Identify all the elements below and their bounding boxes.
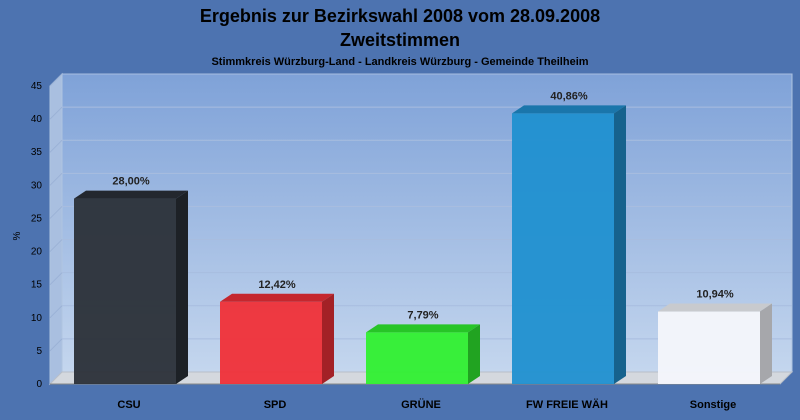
- bar-top-face: [220, 293, 334, 302]
- plot-side-wall: [49, 72, 63, 386]
- chart-title: Ergebnis zur Bezirkswahl 2008 vom 28.09.…: [200, 6, 600, 26]
- chart-subtitle: Zweitstimmen: [340, 30, 460, 50]
- bar-side-face: [176, 190, 188, 384]
- bar: [74, 198, 176, 384]
- bar: [366, 332, 468, 384]
- grid-line-side: [49, 139, 63, 153]
- bar: [658, 311, 760, 384]
- grid-line-side: [49, 272, 63, 286]
- bar-side-face: [614, 105, 626, 384]
- y-tick-label: 35: [31, 147, 43, 158]
- bar: [220, 301, 322, 384]
- y-tick-label: 40: [31, 114, 43, 125]
- y-tick-label: 10: [31, 313, 43, 324]
- chart-caption: Stimmkreis Würzburg-Land - Landkreis Wür…: [211, 56, 588, 68]
- data-label: 12,42%: [258, 279, 296, 291]
- data-label: 28,00%: [112, 176, 150, 188]
- bar: [512, 113, 614, 384]
- y-tick-label: 30: [31, 180, 43, 191]
- data-label: 10,94%: [696, 289, 734, 301]
- bar-side-face: [322, 293, 334, 384]
- grid-line-side: [49, 239, 63, 252]
- x-tick-label: CSU: [117, 399, 140, 411]
- x-tick-label: SPD: [264, 399, 287, 411]
- data-label: 40,86%: [550, 90, 588, 102]
- y-tick-label: 45: [31, 81, 43, 92]
- x-tick-label: FW FREIE WÄH: [526, 398, 608, 411]
- y-tick-label: 5: [36, 346, 42, 357]
- y-tick-label: 0: [36, 379, 42, 390]
- bar-top-face: [512, 105, 626, 114]
- grid-line-side: [49, 106, 63, 120]
- bar-side-face: [468, 324, 480, 384]
- bar-top-face: [74, 190, 188, 199]
- x-tick-label: GRÜNE: [401, 398, 441, 411]
- x-tick-label: Sonstige: [690, 399, 736, 411]
- y-tick-label: 15: [31, 280, 43, 291]
- grid-line-side: [49, 172, 63, 186]
- y-axis-label: %: [12, 231, 23, 240]
- grid-line-side: [49, 305, 63, 319]
- bar-side-face: [760, 303, 772, 384]
- y-tick-label: 20: [31, 247, 43, 258]
- grid-line-side: [49, 206, 63, 219]
- bar-top-face: [658, 303, 772, 312]
- data-label: 7,79%: [407, 309, 438, 321]
- y-tick-label: 25: [31, 213, 43, 224]
- grid-line-side: [49, 338, 63, 352]
- grid-line-side: [49, 73, 63, 87]
- bar-top-face: [366, 324, 480, 333]
